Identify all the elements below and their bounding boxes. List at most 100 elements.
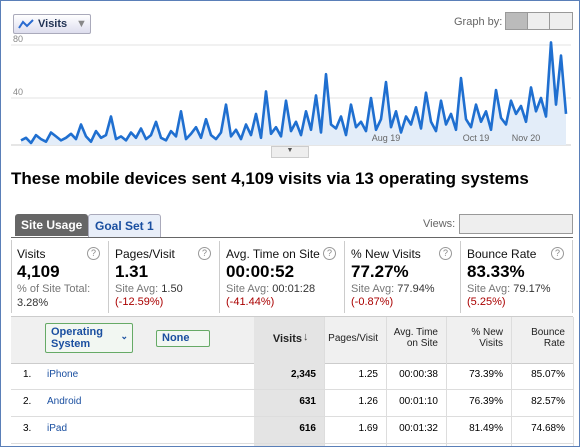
metric-cell: Pages/Visit? 1.31 Site Avg: 1.50 (-12.59%) xyxy=(109,241,220,313)
row-cell: 1.25 xyxy=(358,369,378,380)
metric-value: 1.31 xyxy=(115,262,149,281)
column-divider xyxy=(446,317,447,446)
help-icon: ? xyxy=(87,247,100,260)
sub-label: % of Site Total: xyxy=(17,283,91,295)
tab-rule xyxy=(11,237,573,238)
metric-label: % New Visits xyxy=(351,247,421,261)
row-cell: 631 xyxy=(299,396,316,407)
help-icon: ? xyxy=(551,247,564,260)
row-name[interactable]: iPad xyxy=(47,423,68,434)
sub-label: Site Avg: xyxy=(467,283,511,295)
metrics-border xyxy=(11,240,573,313)
help-icon: ? xyxy=(198,247,211,260)
sub-value: 00:01:28 xyxy=(272,283,316,295)
metric-cell: Bounce Rate? 83.33% Site Avg: 79.17% (5.25%… xyxy=(461,241,572,313)
y-tick-label: 40 xyxy=(13,87,23,97)
metric-cell: Avg. Time on Site? 00:00:52 Site Avg: 00:0… xyxy=(220,241,345,313)
metric-change: (-12.59%) xyxy=(115,296,164,308)
metric-sub: Site Avg: 79.17% xyxy=(467,283,551,295)
row-number: 3. xyxy=(23,423,32,434)
metric-change: (-0.87%) xyxy=(351,296,394,308)
row-number: 2. xyxy=(23,396,32,407)
graph-by-label: Graph by: xyxy=(454,16,503,28)
metric-name: Visits xyxy=(38,18,68,30)
row-cell: 81.49% xyxy=(469,423,503,434)
sorted-column xyxy=(254,317,324,446)
row-cell: 74.68% xyxy=(531,423,565,434)
collapse-handle[interactable]: ▼ xyxy=(271,146,309,158)
tab-active[interactable]: Site Usage xyxy=(15,214,89,236)
row-cell: 73.39% xyxy=(469,369,503,380)
x-tick-label: Nov 20 xyxy=(512,133,541,143)
dimension-name: Operating System xyxy=(51,326,103,350)
x-tick-label: Aug 19 xyxy=(372,133,401,143)
row-cell: 82.57% xyxy=(531,396,565,407)
column-divider xyxy=(573,317,574,446)
y-tick-label: 80 xyxy=(13,35,23,44)
row-cell: 2,345 xyxy=(290,369,316,380)
column-divider xyxy=(386,317,387,446)
tab[interactable]: Goal Set 1 xyxy=(88,214,161,237)
sub-value: 1.50 xyxy=(161,283,183,295)
column-header: % New Visits xyxy=(471,327,503,349)
caret: ▼ xyxy=(76,18,87,30)
column-divider xyxy=(511,317,512,446)
metric-sub: Site Avg: 00:01:28 xyxy=(226,283,315,295)
views-label: Views: xyxy=(423,218,456,230)
caret: ⌄ xyxy=(120,331,128,341)
area xyxy=(21,42,566,145)
row-cell: 1.69 xyxy=(358,423,378,434)
headline: These mobile devices sent 4,109 visits v… xyxy=(11,169,529,188)
sub-value: 3.28% xyxy=(17,297,49,309)
metric-value: 00:00:52 xyxy=(226,262,295,281)
column-header: Bounce Rate xyxy=(531,327,565,349)
metric-label: Avg. Time on Site xyxy=(226,247,320,261)
column-header: Avg. Time on Site xyxy=(393,327,438,349)
help-icon: ? xyxy=(323,247,336,260)
row-cell: 00:01:10 xyxy=(399,396,438,407)
chart: 40 80 Aug 19 Oct 19 Nov 20 xyxy=(11,35,571,146)
metric-cell: Visits? 4,109 % of Site Total: 3.28% xyxy=(11,241,109,313)
help-icon: ? xyxy=(439,247,452,260)
column-header: Pages/Visit xyxy=(328,333,378,344)
row-cell: 1.26 xyxy=(358,396,378,407)
metric-label: Visits xyxy=(17,247,46,261)
metric-sub: Site Avg: 77.94% xyxy=(351,283,435,295)
metric-change: (5.25%) xyxy=(467,296,506,308)
row-name[interactable]: Android xyxy=(47,396,82,407)
row-cell: 00:00:38 xyxy=(399,369,438,380)
view-buttons[interactable] xyxy=(459,214,573,234)
row-rule xyxy=(11,416,573,417)
graph-by-buttons[interactable] xyxy=(505,12,573,30)
row-cell: 76.39% xyxy=(469,396,503,407)
metric-sub: % of Site Total: 3.28% xyxy=(17,283,90,309)
column-header: Visits xyxy=(272,333,302,345)
metric-value: 4,109 xyxy=(17,262,60,281)
row-cell: 00:01:32 xyxy=(399,423,438,434)
sub-label: Site Avg: xyxy=(226,283,270,295)
dimension-dropdown[interactable]: Operating System ⌄ xyxy=(45,323,133,353)
secondary-dropdown[interactable]: None xyxy=(156,330,210,347)
row-cell: 85.07% xyxy=(531,369,565,380)
sub-label: Site Avg: xyxy=(351,283,395,295)
metric-value: 77.27% xyxy=(351,262,409,281)
row-rule xyxy=(11,443,573,444)
metric-sub: Site Avg: 1.50 xyxy=(115,283,183,295)
row-rule xyxy=(11,389,573,390)
metric-dropdown[interactable]: Visits ▼ xyxy=(13,14,91,34)
column-divider xyxy=(324,317,325,446)
sub-label: Site Avg: xyxy=(115,283,159,295)
metric-change: (-41.44%) xyxy=(226,296,275,308)
sub-value: 79.17% xyxy=(513,283,551,295)
metric-label: Bounce Rate xyxy=(467,247,537,261)
sort-arrow: ↓ xyxy=(303,331,309,343)
row-cell: 616 xyxy=(299,423,316,434)
metric-label: Pages/Visit xyxy=(115,247,175,261)
row-name[interactable]: iPhone xyxy=(47,369,79,380)
row-number: 1. xyxy=(23,369,32,380)
line xyxy=(20,41,568,145)
metric-cell: % New Visits? 77.27% Site Avg: 77.94% (-0.8… xyxy=(345,241,461,313)
metric-value: 83.33% xyxy=(467,262,525,281)
line-icon xyxy=(18,19,34,29)
